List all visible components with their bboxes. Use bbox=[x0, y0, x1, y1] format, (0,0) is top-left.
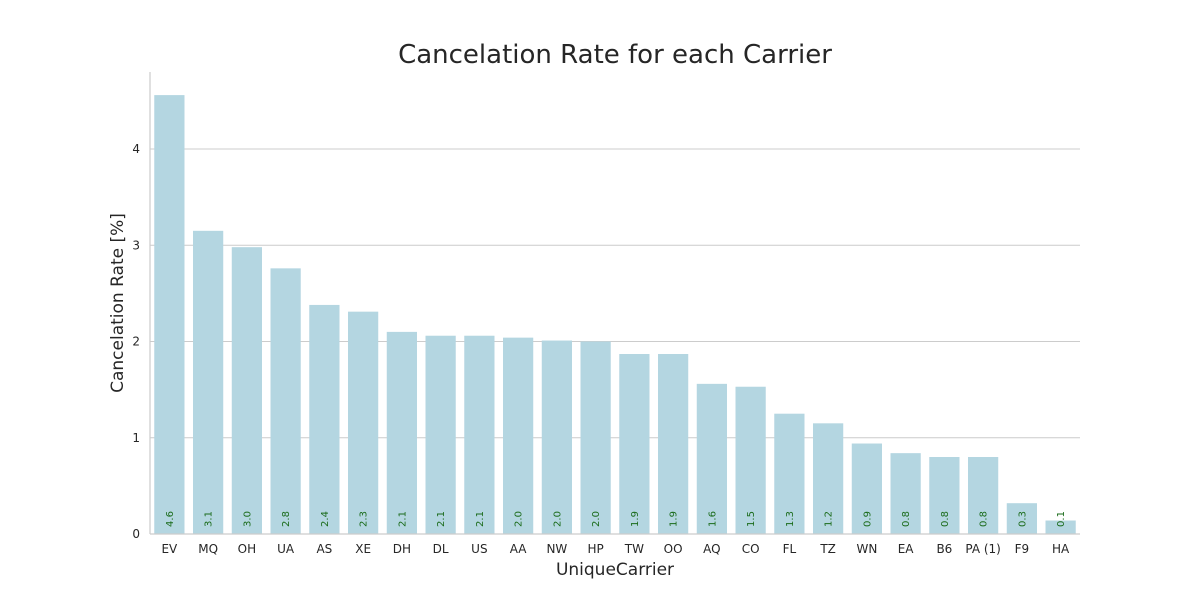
bar-hp bbox=[580, 341, 611, 534]
x-tick-label: FL bbox=[783, 542, 797, 556]
x-tick-label: NW bbox=[546, 542, 567, 556]
x-axis-label: UniqueCarrier bbox=[556, 560, 674, 580]
bar-ev bbox=[154, 95, 185, 534]
bar-dl bbox=[425, 335, 456, 534]
bar-tz bbox=[813, 423, 844, 534]
bar-value-label: 2.1 bbox=[475, 511, 486, 527]
bar-ea bbox=[890, 453, 921, 534]
chart-title: Cancelation Rate for each Carrier bbox=[398, 40, 832, 70]
bar-aa bbox=[503, 337, 534, 534]
bar-value-label: 0.3 bbox=[1017, 511, 1028, 527]
x-tick-label: US bbox=[471, 542, 487, 556]
bar-tw bbox=[619, 354, 650, 534]
x-tick-label: OO bbox=[664, 542, 683, 556]
bar-value-label: 3.1 bbox=[204, 511, 215, 527]
x-tick-labels: EV MQ OH UA AS XE DH DL US AA NW HP TW OO AQ CO FL TZ WN EA… bbox=[161, 542, 1070, 556]
bar-b6 bbox=[929, 457, 960, 534]
x-tick-label: MQ bbox=[198, 542, 218, 556]
grid-lines bbox=[150, 148, 1080, 439]
x-tick-label: F9 bbox=[1015, 542, 1030, 556]
y-tick-label: 1 bbox=[132, 431, 140, 445]
x-tick-label: B6 bbox=[936, 542, 952, 556]
bar-value-label: 0.8 bbox=[940, 511, 951, 527]
x-tick-label: AA bbox=[510, 542, 528, 556]
bar-value-label: 2.3 bbox=[359, 511, 370, 527]
bar-value-label: 2.1 bbox=[436, 511, 447, 527]
bar-value-label: 2.0 bbox=[552, 511, 563, 527]
x-tick-label: HA bbox=[1052, 542, 1070, 556]
x-tick-label: TZ bbox=[819, 542, 836, 556]
bar-fl bbox=[774, 413, 805, 534]
bar-value-label: 4.6 bbox=[165, 511, 176, 527]
x-tick-label: UA bbox=[277, 542, 295, 556]
x-tick-label: AQ bbox=[703, 542, 720, 556]
bar-value-label: 2.8 bbox=[281, 511, 292, 527]
y-tick-label: 0 bbox=[132, 527, 140, 541]
x-tick-label: TW bbox=[624, 542, 644, 556]
bar-value-label: 0.8 bbox=[979, 511, 990, 527]
bar-as bbox=[309, 304, 340, 534]
x-tick-label: HP bbox=[587, 542, 603, 556]
bar-oo bbox=[658, 354, 689, 534]
bar-mq bbox=[193, 230, 224, 534]
bar-us bbox=[464, 335, 495, 534]
axes bbox=[149, 72, 1080, 535]
bar-xe bbox=[348, 311, 379, 534]
bar-value-label: 2.1 bbox=[397, 511, 408, 527]
y-tick-labels: 0 1 2 3 4 bbox=[132, 142, 140, 541]
bar-value-label: 0.1 bbox=[1056, 511, 1067, 527]
bar-ha bbox=[1045, 520, 1076, 534]
bar-value-label: 0.9 bbox=[862, 511, 873, 527]
bar-value-label: 2.0 bbox=[514, 511, 525, 527]
x-tick-label: DH bbox=[393, 542, 411, 556]
y-tick-label: 2 bbox=[132, 335, 140, 349]
bar-value-label: 0.8 bbox=[901, 511, 912, 527]
x-tick-label: OH bbox=[238, 542, 256, 556]
bar-value-label: 1.9 bbox=[630, 511, 641, 527]
bar-value-label: 1.9 bbox=[669, 511, 680, 527]
bar-wn bbox=[851, 443, 882, 534]
bar-value-label: 2.4 bbox=[320, 511, 331, 527]
bars bbox=[154, 95, 1076, 535]
bar-value-label: 3.0 bbox=[242, 511, 253, 527]
y-axis-label: Cancelation Rate [%] bbox=[108, 213, 128, 393]
bar-pa-1 bbox=[968, 457, 999, 534]
y-tick-label: 3 bbox=[132, 238, 140, 252]
x-tick-label: DL bbox=[433, 542, 449, 556]
x-tick-label: WN bbox=[856, 542, 877, 556]
bar-value-label: 1.5 bbox=[746, 511, 757, 527]
bar-co bbox=[735, 386, 766, 534]
x-tick-label: EA bbox=[898, 542, 915, 556]
bar-ua bbox=[270, 268, 301, 534]
bar-value-label: 1.2 bbox=[824, 511, 835, 527]
bar-oh bbox=[231, 247, 262, 535]
y-tick-label: 4 bbox=[132, 142, 140, 156]
bar-value-label: 1.3 bbox=[785, 511, 796, 527]
bar-nw bbox=[541, 340, 572, 534]
bar-value-label: 2.0 bbox=[591, 511, 602, 527]
x-tick-label: AS bbox=[316, 542, 332, 556]
bar-aq bbox=[696, 383, 727, 534]
x-tick-label: PA (1) bbox=[965, 542, 1001, 556]
bar-f9 bbox=[1006, 503, 1037, 534]
data-labels: 4.6 3.1 3.0 2.8 2.4 2.3 2.1 2.1 2.1 2.0 2.0 2.0 1.9 1… bbox=[165, 511, 1067, 527]
x-tick-label: CO bbox=[742, 542, 760, 556]
bar-dh bbox=[386, 331, 417, 534]
bar-value-label: 1.6 bbox=[707, 511, 718, 527]
x-tick-label: EV bbox=[161, 542, 178, 556]
x-tick-label: XE bbox=[355, 542, 371, 556]
